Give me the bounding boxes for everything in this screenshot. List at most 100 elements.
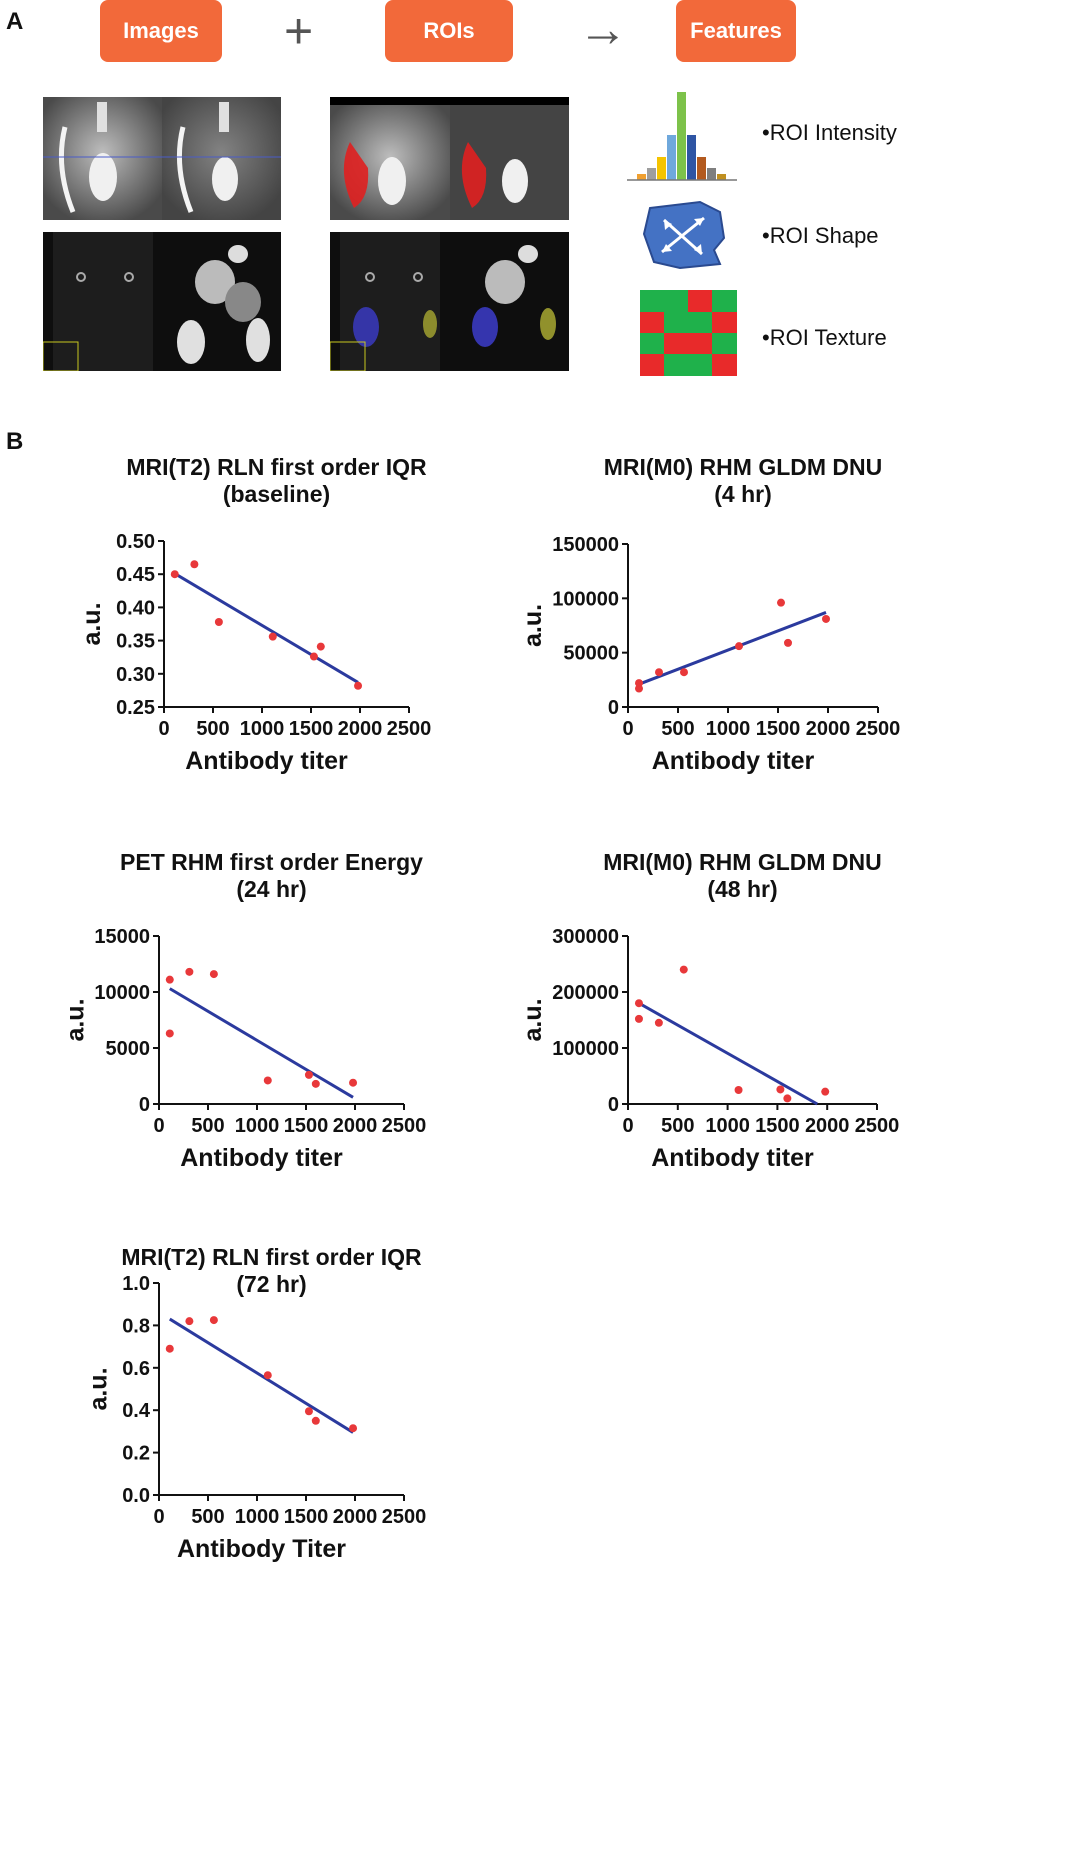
x-tick-label: 500 [191, 1506, 224, 1528]
y-tick-label: 5000 [106, 1038, 151, 1060]
x-tick-label: 2000 [806, 718, 851, 740]
data-point [316, 642, 325, 651]
y-tick-label: 0.6 [122, 1358, 150, 1380]
x-tick-label: 1500 [756, 718, 801, 740]
y-tick-label: 200000 [552, 982, 619, 1004]
chart-title-line: MRI(M0) RHM GLDM DNU [604, 454, 883, 480]
fit-line [638, 611, 827, 686]
scatter-chart-4: MRI(M0) RHM GLDM DNU(48 hr) 0 100000 200000… [519, 849, 900, 1172]
pet-ct-images-panel [43, 232, 281, 371]
data-point [263, 1371, 272, 1380]
chart-title-line: (baseline) [223, 481, 330, 507]
scatter-chart-5: MRI(T2) RLN first order IQR(72 hr) 0.0 0.2… [85, 1244, 427, 1563]
y-tick-label: 0.0 [122, 1485, 150, 1507]
y-tick-label: 1.0 [122, 1273, 150, 1295]
data-point [263, 1076, 272, 1085]
x-tick-label: 1000 [240, 718, 285, 740]
plus-icon: + [284, 3, 314, 59]
data-point [634, 999, 643, 1008]
data-point [777, 598, 785, 607]
data-point [304, 1070, 313, 1079]
scatter-chart-2: MRI(M0) RHM GLDM DNU(4 hr) 0 50000 100000 15… [519, 454, 901, 775]
x-tick-label: 0 [158, 718, 169, 740]
scatter-chart-3: PET RHM first order Energy(24 hr)0500010… [62, 849, 427, 1172]
data-point [634, 1014, 643, 1023]
x-tick-label: 0 [622, 1115, 633, 1137]
data-point [349, 1078, 358, 1087]
y-axis-label: a.u. [78, 602, 106, 645]
chart-title-line: MRI(T2) RLN first order IQR [121, 1244, 422, 1270]
data-point [784, 638, 792, 647]
data-point [165, 1029, 174, 1038]
x-axis-label: Antibody titer [652, 747, 815, 775]
x-tick-label: 2000 [333, 1506, 378, 1528]
chart-title-line: (72 hr) [236, 1271, 306, 1297]
data-point [214, 618, 223, 627]
x-tick-label: 2500 [382, 1115, 427, 1137]
data-point [170, 570, 179, 579]
data-point [821, 1087, 830, 1096]
data-point [822, 614, 830, 623]
data-point [311, 1079, 320, 1088]
x-tick-label: 0 [153, 1115, 164, 1137]
y-axis-label: a.u. [519, 998, 547, 1041]
data-point [735, 642, 743, 651]
x-tick-label: 500 [191, 1115, 224, 1137]
data-point [268, 632, 277, 641]
x-tick-label: 2500 [382, 1506, 427, 1528]
data-point [635, 684, 643, 693]
data-point [783, 1094, 792, 1103]
chart-title-line: (24 hr) [236, 876, 306, 902]
chart-title-line: (48 hr) [707, 876, 777, 902]
y-tick-label: 150000 [552, 534, 619, 556]
data-point [654, 1018, 663, 1027]
data-point [165, 1344, 174, 1353]
shape-blob-icon [642, 200, 726, 270]
data-point [311, 1416, 320, 1425]
y-axis-label: a.u. [62, 998, 90, 1041]
data-point [304, 1407, 313, 1416]
x-tick-label: 2000 [333, 1115, 378, 1137]
y-tick-label: 0.45 [116, 564, 155, 586]
rois-step-label: ROIs [385, 0, 513, 62]
x-tick-label: 2500 [856, 718, 901, 740]
y-tick-label: 0 [139, 1094, 150, 1116]
x-tick-label: 1000 [705, 1115, 750, 1137]
y-tick-label: 0.8 [122, 1315, 150, 1337]
feature-label-shape: •ROI Shape [762, 223, 879, 248]
arrow-right-icon: → [578, 1, 628, 57]
fit-line [169, 987, 354, 1099]
data-point [185, 1317, 194, 1326]
y-tick-label: 0.50 [116, 531, 155, 553]
scatter-chart-1: MRI(T2) RLN first order IQR(baseline) 0.2… [78, 454, 432, 775]
data-point [354, 681, 363, 690]
x-tick-label: 1500 [284, 1506, 329, 1528]
pet-ct-roi-panel [330, 232, 569, 371]
x-tick-label: 2500 [387, 718, 432, 740]
features-step-label: Features [676, 0, 796, 62]
data-point [776, 1085, 785, 1094]
y-tick-label: 0.30 [116, 664, 155, 686]
y-tick-label: 0.4 [122, 1400, 151, 1422]
y-axis-label: a.u. [519, 604, 547, 647]
x-tick-label: 500 [661, 718, 694, 740]
mri-images-panel [43, 97, 281, 220]
panel-label-b: B [6, 428, 24, 455]
feature-label-texture: •ROI Texture [762, 325, 887, 350]
x-tick-label: 2500 [855, 1115, 900, 1137]
y-tick-label: 0.35 [116, 631, 155, 653]
data-point [679, 965, 688, 974]
x-tick-label: 2000 [805, 1115, 850, 1137]
x-tick-label: 500 [661, 1115, 694, 1137]
x-axis-label: Antibody titer [180, 1144, 343, 1172]
x-axis-label: Antibody titer [651, 1144, 814, 1172]
y-tick-label: 10000 [94, 982, 150, 1004]
y-tick-label: 0.40 [116, 597, 155, 619]
chart-title-line: MRI(M0) RHM GLDM DNU [603, 849, 882, 875]
y-tick-label: 50000 [563, 643, 619, 665]
x-tick-label: 0 [153, 1506, 164, 1528]
data-point [185, 967, 194, 976]
x-tick-label: 1500 [284, 1115, 329, 1137]
chart-title-line: MRI(T2) RLN first order IQR [126, 454, 427, 480]
x-tick-label: 0 [622, 718, 633, 740]
